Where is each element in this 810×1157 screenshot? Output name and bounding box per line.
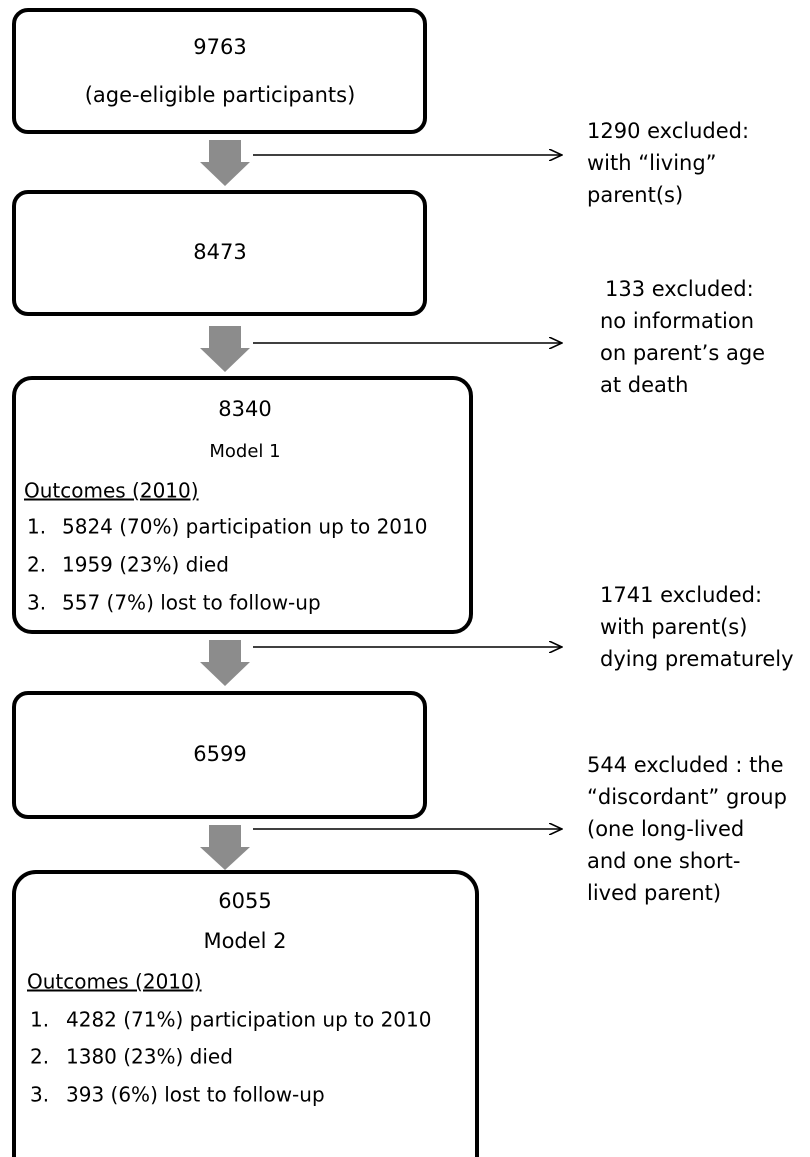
box [12,870,479,1157]
exclusion-text: “discordant” group [587,785,787,809]
exclusion-text: with “living” [587,151,717,175]
exclusion-text: 544 excluded : the [587,753,784,777]
exclusion-text: with parent(s) [600,615,747,639]
list-number: 1. [27,515,46,539]
list-number: 3. [30,1083,49,1107]
node-text: (age-eligible participants) [85,83,356,107]
node-text: 9763 [193,35,246,59]
list-number: 2. [27,553,46,577]
down-arrow [200,825,250,870]
node-number: 6055 [218,889,271,913]
exclusion-text: no information [600,309,754,333]
outcome: 1959 (23%) died [62,553,229,577]
exclusion-text: at death [600,373,688,397]
outcome: 557 (7%) lost to follow-up [62,591,321,615]
down-arrow [200,326,250,372]
node-number: 8340 [218,397,271,421]
exclusion-text: 133 excluded: [605,277,754,301]
exclusion-text: (one long-lived [587,817,744,841]
outcomes-heading: Outcomes (2010) [24,479,199,503]
exclusion-text: 1290 excluded: [587,119,749,143]
exclusion-text: on parent’s age [600,341,765,365]
list-number: 1. [30,1008,49,1032]
model-label: Model 1 [209,441,280,462]
box [12,190,427,316]
list-number: 3. [27,591,46,615]
outcome: 4282 (71%) participation up to 2010 [66,1008,431,1032]
list-number: 2. [30,1045,49,1069]
down-arrow [200,640,250,686]
outcomes-heading: Outcomes (2010) [27,970,202,994]
outcome: 5824 (70%) participation up to 2010 [62,515,427,539]
exclusion-text: lived parent) [587,881,721,905]
down-arrow [200,140,250,186]
node-text: 8473 [193,240,246,264]
model-label: Model 2 [203,929,286,953]
outcome: 1380 (23%) died [66,1045,233,1069]
exclusion-text: 1741 excluded: [600,583,762,607]
exclusion-text: dying prematurely [600,647,794,671]
exclusion-text: and one short- [587,849,740,873]
box [12,691,427,819]
box [12,376,473,634]
node-text: 6599 [193,742,246,766]
exclusion-text: parent(s) [587,183,683,207]
box [12,8,427,134]
outcome: 393 (6%) lost to follow-up [66,1083,325,1107]
